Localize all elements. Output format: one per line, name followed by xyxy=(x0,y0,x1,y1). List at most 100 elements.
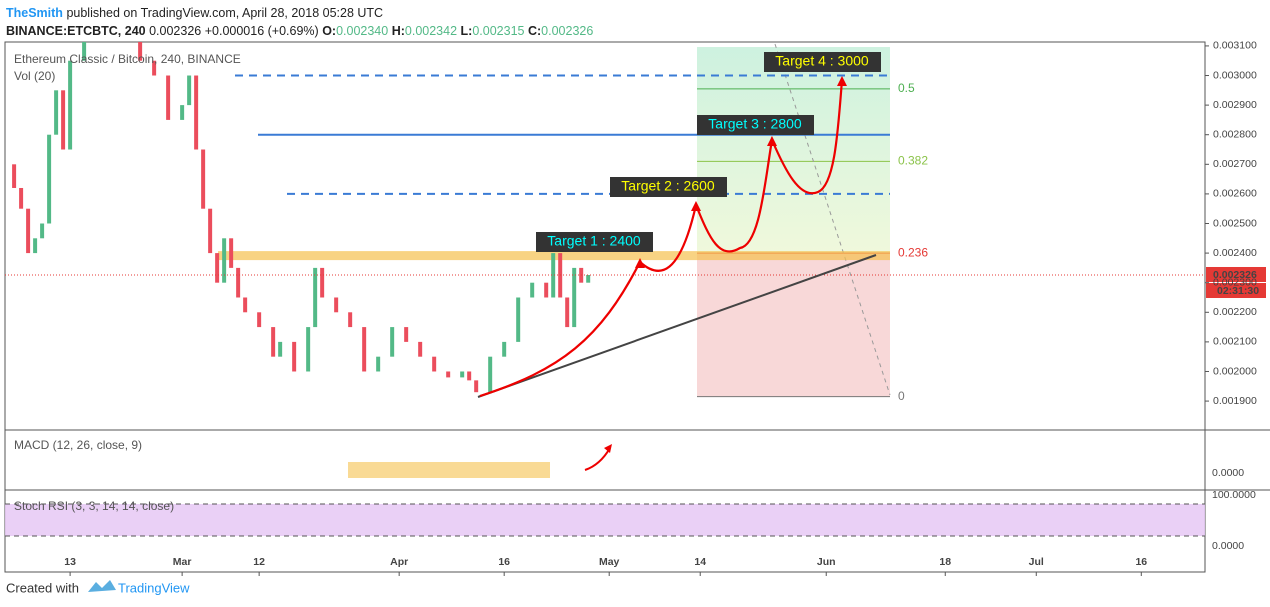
candle xyxy=(530,282,535,298)
projection xyxy=(479,79,844,398)
candle xyxy=(138,42,143,61)
candle xyxy=(243,297,248,313)
candle xyxy=(404,327,409,342)
candle xyxy=(551,253,556,298)
l: 0.002315 xyxy=(472,24,525,38)
tv-logo xyxy=(88,580,116,592)
candle xyxy=(502,341,507,357)
target-label: Target 2 : 2600 xyxy=(621,178,715,194)
candle xyxy=(19,187,24,209)
target-box xyxy=(764,52,881,72)
x-tick-label: Apr xyxy=(390,556,408,568)
c-label: C: xyxy=(527,24,542,38)
candle xyxy=(215,253,220,283)
macd-arrowhead xyxy=(604,444,612,453)
footer-brand[interactable]: TradingView xyxy=(118,580,190,595)
fib-label: 0.5 xyxy=(898,81,915,95)
y-tick-label: 0.003100 xyxy=(1213,40,1257,52)
candle xyxy=(208,208,213,254)
fib-red xyxy=(697,253,890,397)
author[interactable]: TheSmith xyxy=(6,6,63,20)
candle xyxy=(54,90,59,135)
macd-arrow xyxy=(584,447,611,471)
candle xyxy=(271,327,276,357)
o-label: O: xyxy=(322,24,337,38)
candle xyxy=(194,75,199,150)
macd-box xyxy=(348,462,550,478)
symbol: BINANCE:ETCBTC, 240 xyxy=(6,24,146,38)
y-tick-label: 0.003000 xyxy=(1213,69,1257,81)
target-box xyxy=(536,232,653,252)
target-label: Target 4 : 3000 xyxy=(775,53,869,69)
change: +0.000016 (+0.69%) xyxy=(204,24,319,38)
candle xyxy=(166,75,171,120)
candle xyxy=(446,371,451,378)
fib-diagonal xyxy=(774,43,891,396)
candle xyxy=(201,149,206,209)
rsi-band xyxy=(5,504,1205,536)
candle xyxy=(467,371,472,381)
chart-title: Ethereum Classic / Bitcoin, 240, BINANCE xyxy=(14,52,241,66)
target-label: Target 3 : 2800 xyxy=(708,116,802,132)
x-tick-label: Jul xyxy=(1029,556,1044,568)
fib-label: 0.382 xyxy=(898,154,928,168)
arrowhead xyxy=(635,258,645,268)
candle xyxy=(82,42,87,61)
price-tag xyxy=(1206,266,1266,282)
h: 0.002342 xyxy=(404,24,458,38)
candle xyxy=(320,267,325,298)
arrowhead xyxy=(691,201,701,211)
candle xyxy=(152,60,157,76)
candle xyxy=(180,105,185,120)
rsi-tick: 100.0000 xyxy=(1212,489,1256,501)
l-label: L: xyxy=(460,24,473,38)
candle xyxy=(47,134,52,224)
arrowhead xyxy=(837,76,847,86)
h-label: H: xyxy=(391,24,405,38)
target-box xyxy=(610,177,727,197)
candle xyxy=(376,356,381,372)
candle xyxy=(432,356,437,372)
arrowhead xyxy=(767,136,777,146)
candle xyxy=(257,312,262,328)
candle xyxy=(236,267,241,298)
candle xyxy=(418,341,423,357)
x-tick-label: 16 xyxy=(498,556,510,568)
candle xyxy=(390,327,395,357)
candle xyxy=(96,16,100,31)
candle xyxy=(334,297,339,313)
y-tick-label: 0.002500 xyxy=(1213,217,1257,229)
fib-label: 0.236 xyxy=(898,245,928,259)
candle xyxy=(306,327,311,372)
candle xyxy=(516,297,521,342)
frame xyxy=(4,41,1206,573)
x-tick-label: 16 xyxy=(1135,556,1147,568)
candle xyxy=(586,274,591,283)
y-tick-label: 0.002200 xyxy=(1213,306,1257,318)
price-tag-label: 0.002326 xyxy=(1213,269,1257,281)
footer-created: Created with xyxy=(6,580,79,595)
candle xyxy=(61,90,66,150)
y-tick-label: 0.002300 xyxy=(1213,276,1257,288)
candle xyxy=(278,341,283,357)
candle xyxy=(488,356,493,393)
candle xyxy=(544,282,549,298)
candle xyxy=(40,223,45,239)
y-tick-label: 0.002600 xyxy=(1213,188,1257,200)
candle xyxy=(124,22,128,40)
x-tick-label: 18 xyxy=(939,556,951,568)
candle xyxy=(222,238,227,283)
y-tick-label: 0.002800 xyxy=(1213,128,1257,140)
trendline xyxy=(477,254,877,398)
c: 0.002326 xyxy=(541,24,594,38)
candle xyxy=(68,60,73,150)
x-tick-label: Mar xyxy=(173,556,192,568)
candle xyxy=(565,297,570,328)
countdown-tag xyxy=(1206,282,1266,298)
candle xyxy=(12,164,17,188)
rsi-label: Stoch RSI (3, 3, 14, 14, close) xyxy=(14,499,174,513)
candle xyxy=(362,327,367,372)
published: published on TradingView.com, April 28, … xyxy=(66,6,384,20)
candle xyxy=(110,16,114,22)
rsi-tick: 0.0000 xyxy=(1212,540,1244,552)
